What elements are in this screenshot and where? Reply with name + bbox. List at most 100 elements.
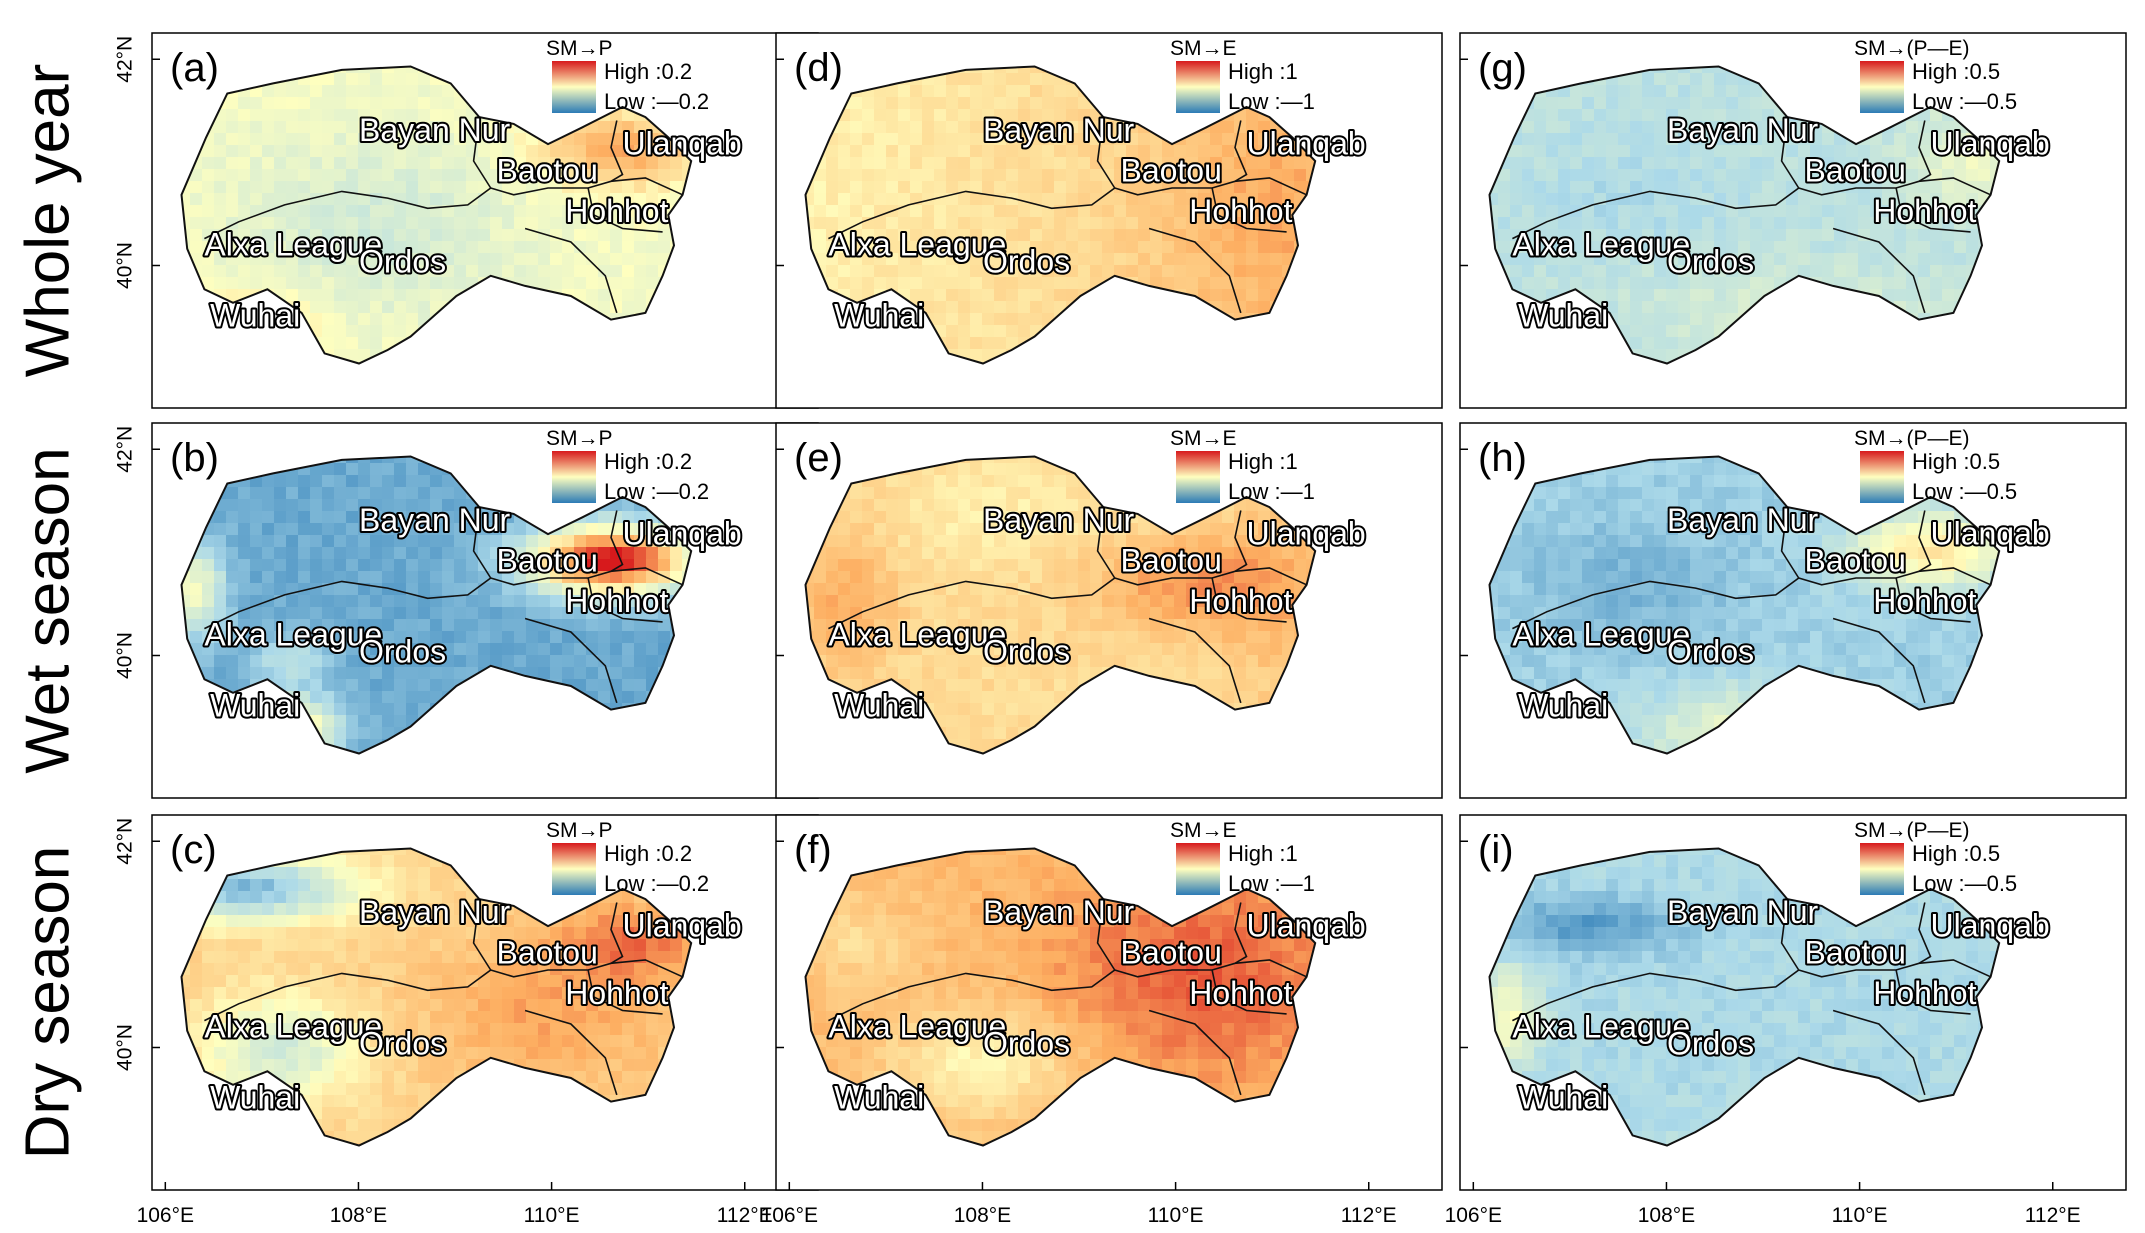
panel-letter: (f) xyxy=(794,828,832,872)
region-label: Ordos xyxy=(359,633,446,669)
admin-boundary xyxy=(1832,617,1926,704)
admin-boundary xyxy=(1211,969,1287,1015)
admin-boundary xyxy=(587,187,663,233)
admin-boundary xyxy=(828,898,1116,1022)
panel-letter: (e) xyxy=(794,436,843,480)
admin-boundary xyxy=(524,617,618,704)
region-outline xyxy=(180,847,693,1147)
legend-title: SM→P xyxy=(546,37,613,60)
admin-boundary xyxy=(587,577,663,623)
region-label: Hohhot xyxy=(1189,583,1292,619)
row-labels: Whole year Wet season Dry season xyxy=(13,64,82,1160)
region-label: Alxa League xyxy=(828,617,1006,653)
region-outline xyxy=(1488,455,2001,755)
region-label: Ulanqab xyxy=(622,907,741,943)
region-label: Alxa League xyxy=(204,617,382,653)
legend-high: High :1 xyxy=(1228,841,1298,866)
region-label: Hohhot xyxy=(1873,975,1976,1011)
legend-color-bar xyxy=(1860,843,1904,895)
region-outline xyxy=(180,65,693,365)
region-label: Ulanqab xyxy=(1930,515,2049,551)
region-label: Baotou xyxy=(1120,152,1221,188)
region-outline xyxy=(180,455,693,755)
legend-color-bar xyxy=(1860,451,1904,503)
axes: 42°N 40°N 42°N 40°N 42°N 40°N 106°E 108°E 110°E 1… xyxy=(114,36,2081,1227)
region-label: Alxa League xyxy=(204,227,382,263)
admin-boundary xyxy=(1211,187,1287,233)
lat-tick-label: 40°N xyxy=(114,632,137,679)
legend-title: SM→(P—E) xyxy=(1854,819,1970,842)
lon-tick-label: 106°E xyxy=(1445,1204,1502,1227)
legend-color-bar xyxy=(552,843,596,895)
raster-c xyxy=(181,848,692,1146)
row-label: Wet season xyxy=(13,447,82,773)
region-label: Hohhot xyxy=(1873,583,1976,619)
admin-boundary xyxy=(1918,510,1932,572)
admin-boundary xyxy=(1918,120,1932,182)
legend-low: Low :—0.5 xyxy=(1912,479,2017,504)
legend-color-bar xyxy=(1176,61,1220,113)
lon-tick-label: 106°E xyxy=(137,1204,194,1227)
region-label: Ordos xyxy=(1667,243,1754,279)
admin-boundary xyxy=(1512,898,1800,1022)
panel-letter: (b) xyxy=(170,436,219,480)
map-panel-c: Bayan Nur Ulanqab Baotou Hohhot Alxa LeagueO… xyxy=(151,814,819,1191)
region-label: Alxa League xyxy=(1512,1009,1690,1045)
admin-boundary xyxy=(1234,510,1248,572)
legend-high: High :0.5 xyxy=(1912,449,2000,474)
lat-tick-label: 42°N xyxy=(114,36,137,83)
lon-tick-label: 106°E xyxy=(761,1204,818,1227)
region-label: Ulanqab xyxy=(622,125,741,161)
admin-boundary xyxy=(1918,902,1932,964)
region-label: Wuhai xyxy=(1518,687,1608,723)
legend-high: High :0.2 xyxy=(604,841,692,866)
admin-boundary xyxy=(1148,617,1242,704)
admin-boundary xyxy=(828,116,1116,240)
legend-low: Low :—0.5 xyxy=(1912,871,2017,896)
lat-tick-label: 40°N xyxy=(114,1024,137,1071)
legend: SM→(P—E)High :0.5 Low :—0.5 xyxy=(1854,819,2017,896)
region-label: Ulanqab xyxy=(622,515,741,551)
row-label: Whole year xyxy=(13,64,82,378)
admin-boundary xyxy=(1832,227,1926,314)
region-label: Hohhot xyxy=(565,193,668,229)
region-label: Ordos xyxy=(983,633,1070,669)
legend: SM→(P—E)High :0.5 Low :—0.5 xyxy=(1854,427,2017,504)
legend-high: High :1 xyxy=(1228,59,1298,84)
admin-boundary xyxy=(1148,1009,1242,1096)
region-label: Ulanqab xyxy=(1930,907,2049,943)
legend-title: SM→P xyxy=(546,819,613,842)
region-label: Bayan Nur xyxy=(1667,502,1819,538)
region-label: Alxa League xyxy=(1512,617,1690,653)
region-label: Baotou xyxy=(1120,542,1221,578)
region-label: Hohhot xyxy=(1873,193,1976,229)
region-label: Hohhot xyxy=(565,975,668,1011)
legend-low: Low :—1 xyxy=(1228,479,1315,504)
legend-title: SM→(P—E) xyxy=(1854,427,1970,450)
region-label: Wuhai xyxy=(1518,297,1608,333)
map-panel-f: Bayan Nur Ulanqab Baotou Hohhot Alxa LeagueO… xyxy=(775,814,1443,1191)
region-label: Baotou xyxy=(1804,934,1905,970)
region-label: Ordos xyxy=(359,1025,446,1061)
legend-low: Low :—1 xyxy=(1228,871,1315,896)
region-label: Bayan Nur xyxy=(359,502,511,538)
admin-boundary xyxy=(204,506,492,630)
region-label: Bayan Nur xyxy=(359,894,511,930)
legend-color-bar xyxy=(552,61,596,113)
region-label: Bayan Nur xyxy=(983,502,1135,538)
legend-color-bar xyxy=(1860,61,1904,113)
region-label: Baotou xyxy=(1804,152,1905,188)
admin-boundary xyxy=(1148,227,1242,314)
region-label: Alxa League xyxy=(828,1009,1006,1045)
map-panel-b: Bayan Nur Ulanqab Baotou Hohhot Alxa LeagueO… xyxy=(151,422,819,799)
admin-boundary xyxy=(587,969,663,1015)
admin-boundary xyxy=(1895,577,1971,623)
lat-tick-label: 40°N xyxy=(114,242,137,289)
legend-title: SM→P xyxy=(546,427,613,450)
region-label: Bayan Nur xyxy=(983,112,1135,148)
legend-low: Low :—0.2 xyxy=(604,479,709,504)
